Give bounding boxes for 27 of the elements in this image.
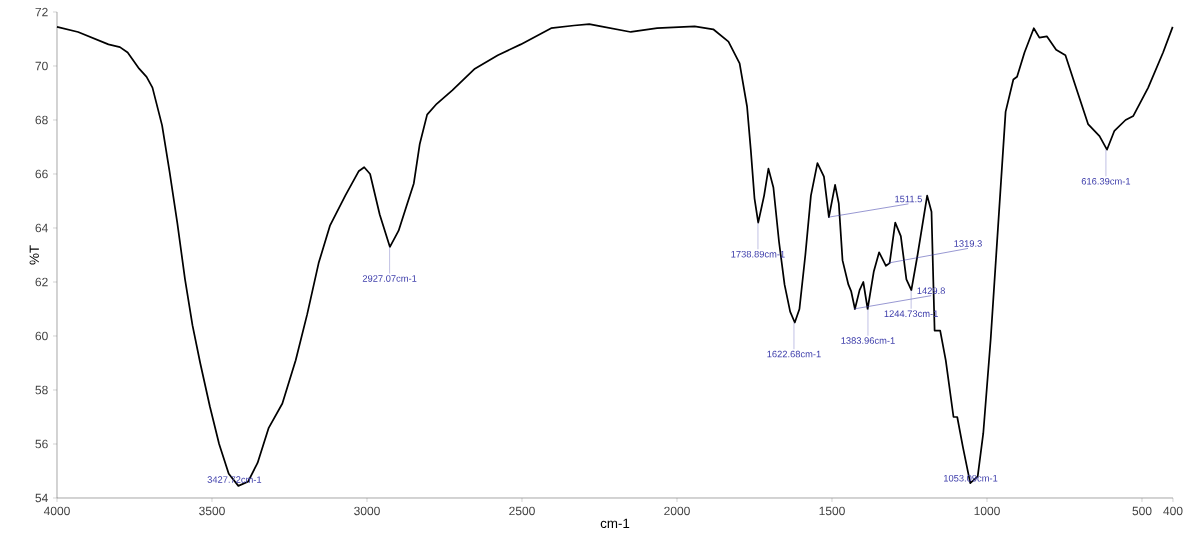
x-axis-title: cm-1: [600, 518, 630, 529]
x-tick-label: 4000: [43, 506, 70, 516]
x-tick-label: 2500: [509, 506, 535, 516]
y-tick-label: 70: [35, 61, 48, 71]
annotation: 1622.68cm-1: [767, 350, 821, 358]
y-tick-label: 54: [35, 493, 48, 503]
x-tick-label: 1500: [819, 506, 845, 516]
x-tick-label: 500: [1132, 506, 1152, 516]
x-tick-label: 3500: [199, 506, 225, 516]
annotation: 2927.07cm-1: [362, 275, 417, 282]
y-tick-label: 72: [35, 7, 48, 17]
y-axis-title: %T: [29, 245, 39, 265]
y-tick-label: 56: [35, 439, 48, 449]
y-tick-label: 68: [35, 115, 48, 125]
x-tick-label: 2000: [664, 506, 690, 516]
x-tick-label: 1000: [974, 506, 1000, 516]
y-tick-label: 66: [35, 169, 48, 179]
y-tick-label: 60: [35, 331, 48, 341]
y-tick-label: 62: [35, 277, 48, 287]
annotation: 1383.96cm-1: [841, 337, 895, 344]
y-tick-label: 58: [35, 385, 48, 395]
annotation: 616.39cm-1: [1081, 177, 1131, 185]
x-tick-label: 400: [1163, 506, 1183, 516]
x-tick-label: 3000: [354, 506, 380, 516]
annotation: 1511.5: [895, 195, 922, 203]
annotation: 1319.3: [954, 240, 982, 247]
y-tick-label: 64: [35, 223, 48, 233]
